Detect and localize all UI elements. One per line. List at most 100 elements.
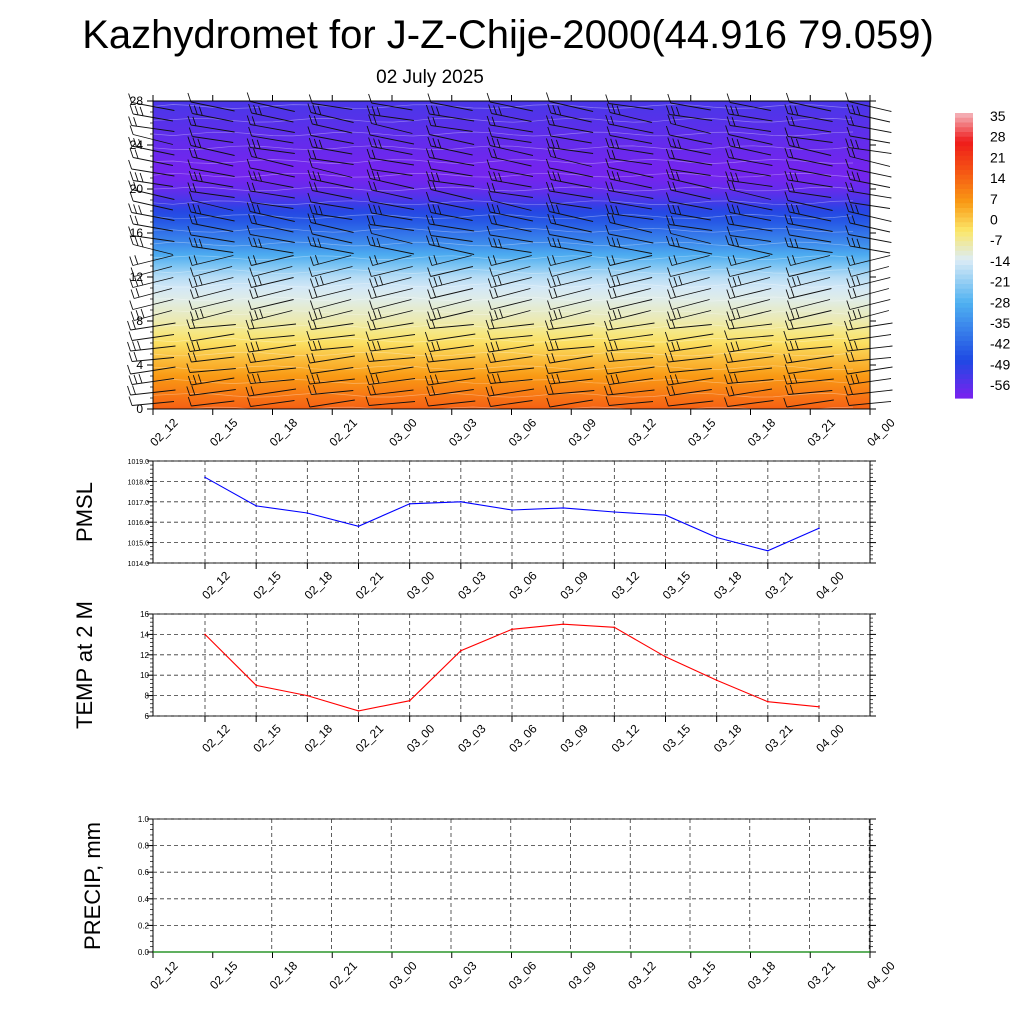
x-tick-label: 03_09	[565, 958, 599, 992]
wind-barb	[487, 373, 533, 384]
colorbar-label: -28	[990, 294, 1010, 310]
y-axis-title: PRECIP, mm	[80, 822, 105, 950]
wind-barb	[489, 288, 531, 299]
wind-barb	[365, 331, 416, 341]
temperature-contour	[152, 255, 854, 261]
colorbar-segment	[955, 127, 973, 133]
colorbar-segment	[955, 231, 973, 238]
wind-barb	[428, 255, 472, 266]
wind-barb	[188, 275, 234, 288]
wind-barb	[724, 373, 774, 384]
wind-barb	[486, 115, 533, 133]
wind-barb	[368, 114, 413, 134]
y-tick-label: 12	[130, 270, 144, 284]
y-tick-label: 4	[136, 358, 143, 372]
x-tick-label: 02_21	[326, 958, 360, 992]
wind-barb	[667, 137, 711, 155]
colorbar-label: 28	[990, 129, 1006, 145]
wind-barb	[308, 288, 353, 299]
wind-barb	[547, 255, 593, 266]
y-tick-label: 1017.0	[128, 500, 150, 507]
wind-barb	[307, 126, 354, 144]
colorbar-label: 7	[990, 191, 998, 207]
data-point	[818, 527, 820, 530]
colorbar-segment	[955, 265, 973, 271]
colorbar-segment	[955, 288, 973, 295]
wind-barb	[424, 352, 476, 363]
data-point	[460, 649, 462, 652]
colorbar-segment	[955, 284, 973, 290]
wind-barb	[485, 363, 535, 374]
wind-barb	[246, 225, 295, 243]
y-tick-label: 1.0	[138, 815, 150, 824]
wind-barb	[426, 340, 474, 352]
x-tick-label: 03_03	[446, 415, 480, 449]
wind-barb	[665, 148, 713, 166]
wind-barb	[247, 299, 294, 310]
wind-barb	[486, 159, 533, 177]
wind-barb	[665, 215, 713, 231]
wind-barb	[787, 275, 831, 288]
x-tick-label: 03_09	[557, 721, 591, 755]
wind-barb	[188, 191, 234, 211]
wind-barb	[488, 191, 532, 211]
wind-barb	[187, 159, 235, 177]
colorbar-segment	[955, 174, 973, 181]
wind-barb	[247, 397, 295, 407]
temperature-contour	[152, 351, 854, 357]
wind-barb	[489, 308, 531, 321]
colorbar-segment	[955, 198, 973, 204]
wind-barb	[667, 288, 712, 299]
y-tick-label: 8	[145, 692, 150, 701]
x-tick-label: 03_12	[625, 415, 659, 449]
wind-barb	[427, 136, 473, 156]
wind-barb	[783, 353, 834, 364]
wind-barb	[365, 351, 416, 362]
x-tick-label: 03_06	[506, 415, 540, 449]
data-point	[818, 706, 820, 708]
wind-barb	[424, 374, 476, 386]
x-tick-label: 03_03	[455, 568, 489, 602]
y-tick-label: 14	[140, 630, 149, 639]
wind-barb	[665, 105, 713, 121]
colorbar-segment	[955, 170, 973, 176]
wind-barb	[667, 203, 711, 221]
wind-barb	[607, 308, 651, 321]
wind-barb	[664, 396, 714, 407]
data-point	[664, 514, 667, 516]
x-tick-label: 03_18	[745, 958, 779, 992]
wind-barb	[306, 353, 355, 364]
x-tick-label: 02_18	[302, 568, 336, 602]
wind-barb	[546, 373, 593, 385]
colorbar-segment	[955, 274, 973, 280]
wind-barb	[546, 330, 593, 341]
wind-barb	[547, 213, 592, 233]
x-tick-label: 03_06	[506, 958, 540, 992]
wind-barb	[726, 288, 772, 299]
colorbar-segment	[955, 113, 973, 119]
wind-barb	[245, 363, 297, 374]
wind-barb	[785, 159, 832, 177]
wind-barb	[309, 299, 352, 310]
y-tick-label: 1015.0	[128, 541, 150, 548]
x-tick-label: 02_21	[326, 415, 360, 449]
wind-barb	[725, 148, 773, 166]
x-tick-label: 03_06	[506, 568, 540, 602]
wind-barb	[667, 308, 712, 321]
wind-barb	[666, 385, 712, 396]
colorbar-segment	[955, 279, 973, 285]
wind-barb	[187, 331, 235, 342]
temperature-contour	[152, 145, 854, 151]
wind-barb	[427, 116, 473, 132]
wind-barb	[783, 397, 834, 408]
wind-barb	[425, 171, 475, 187]
colorbar-label: -42	[990, 336, 1010, 352]
wind-barb	[606, 103, 653, 123]
y-tick-label: 24	[130, 138, 144, 152]
wind-barb	[784, 191, 833, 211]
wind-barb	[186, 318, 236, 329]
wind-barb	[545, 181, 594, 199]
wind-barb	[784, 147, 833, 167]
wind-barb	[665, 125, 713, 145]
wind-barb	[605, 137, 654, 155]
